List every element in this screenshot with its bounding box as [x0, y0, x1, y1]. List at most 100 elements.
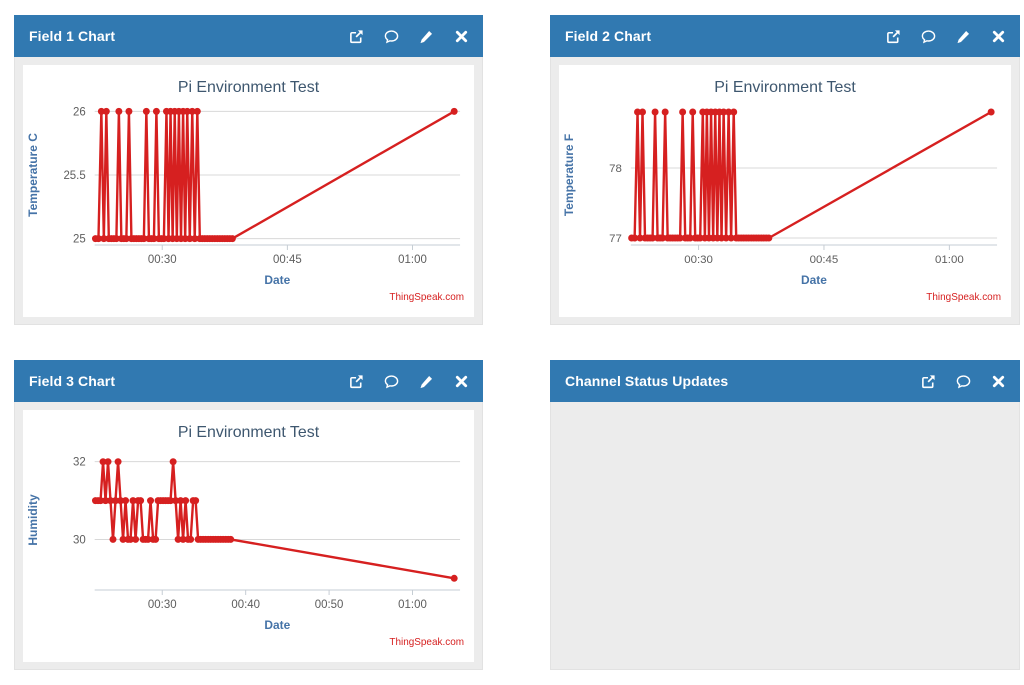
popout-icon[interactable]: [920, 373, 936, 389]
data-point: [727, 234, 735, 242]
chart-credits: ThingSpeak.com: [389, 637, 464, 648]
close-icon[interactable]: [990, 373, 1006, 389]
panel-channel-status-updates: Channel Status Updates: [550, 360, 1020, 670]
data-point: [686, 234, 694, 242]
data-point: [661, 108, 669, 116]
y-tick-label: 78: [609, 163, 622, 175]
chart-svg: 77 78 00:30 00:45 01:00 Pi Environment Test Te…: [562, 79, 1001, 303]
chart-title: Pi Environment Test: [178, 424, 320, 441]
panel-header: Field 2 Chart: [550, 15, 1020, 57]
y-tick-label: 25: [73, 234, 86, 246]
data-point: [188, 107, 196, 115]
data-point: [676, 234, 684, 242]
data-point: [228, 235, 236, 243]
panel-field2-chart: Field 2 Chart 77 78 00:30 00:45 01:00 Pi Envi…: [550, 15, 1020, 325]
panel-field1-chart: Field 1 Chart 25 25.5 26 00:30 00:45 01:00 Pi …: [14, 15, 483, 325]
edit-icon[interactable]: [955, 28, 971, 44]
edit-icon[interactable]: [418, 28, 434, 44]
comment-icon[interactable]: [383, 28, 399, 44]
data-point: [102, 107, 110, 115]
x-tick-label: 01:00: [398, 599, 427, 611]
panel-header-icons: [348, 373, 469, 389]
data-point: [150, 235, 158, 243]
data-point: [167, 497, 175, 505]
data-point: [119, 535, 127, 543]
data-point: [450, 107, 458, 115]
data-point: [720, 108, 728, 116]
chart-title: Pi Environment Test: [714, 79, 856, 96]
data-point: [127, 535, 135, 543]
data-point: [112, 497, 119, 505]
panel-title: Field 2 Chart: [565, 28, 652, 44]
data-point: [639, 108, 647, 116]
close-icon[interactable]: [453, 28, 469, 44]
y-tick-label: 77: [609, 233, 622, 245]
x-axis-title: Date: [264, 273, 290, 287]
comment-icon[interactable]: [955, 373, 971, 389]
data-point: [450, 574, 458, 582]
data-point: [179, 535, 187, 543]
x-tick-label: 00:50: [315, 599, 344, 611]
data-point: [193, 107, 201, 115]
panel-header: Field 3 Chart: [14, 360, 483, 402]
chart-title: Pi Environment Test: [178, 79, 320, 96]
popout-icon[interactable]: [348, 373, 364, 389]
y-axis-title: Temperature F: [562, 134, 576, 216]
panel-body: 77 78 00:30 00:45 01:00 Pi Environment Test Te…: [550, 57, 1020, 325]
y-tick-label: 30: [73, 534, 86, 546]
panel-header-icons: [920, 373, 1006, 389]
data-point: [94, 235, 102, 243]
edit-icon[interactable]: [418, 373, 434, 389]
data-point: [765, 234, 773, 242]
x-tick-label: 00:45: [810, 254, 839, 266]
data-point: [122, 497, 130, 505]
comment-icon[interactable]: [920, 28, 936, 44]
data-point: [649, 234, 657, 242]
x-tick-label: 01:00: [935, 254, 964, 266]
data-point: [689, 108, 697, 116]
data-point: [117, 497, 125, 505]
data-point: [169, 458, 177, 466]
close-icon[interactable]: [990, 28, 1006, 44]
panel-field3-chart: Field 3 Chart 30 32 00:30 00:40 00:50 01:00 Pi…: [14, 360, 483, 670]
y-axis-title: Temperature C: [26, 133, 40, 217]
chart-credits: ThingSpeak.com: [926, 292, 1001, 303]
data-point: [97, 107, 105, 115]
series-line: [631, 110, 992, 240]
close-icon[interactable]: [453, 373, 469, 389]
series-line: [95, 460, 455, 580]
data-point: [99, 458, 107, 466]
x-axis-title: Date: [264, 618, 290, 632]
data-point: [634, 108, 642, 116]
panel-header-icons: [348, 28, 469, 44]
data-point: [227, 535, 235, 543]
data-point: [183, 107, 191, 115]
data-point: [114, 458, 122, 466]
data-point: [636, 234, 644, 242]
popout-icon[interactable]: [885, 28, 901, 44]
data-point: [112, 235, 120, 243]
y-tick-label: 26: [73, 106, 86, 118]
data-point: [679, 108, 687, 116]
data-point: [191, 235, 199, 243]
y-axis-title: Humidity: [26, 494, 40, 546]
data-point: [122, 235, 130, 243]
x-tick-label: 00:30: [148, 599, 177, 611]
chart-field3: 30 32 00:30 00:40 00:50 01:00 Pi Environment T…: [23, 410, 474, 662]
y-tick-label: 32: [73, 457, 86, 469]
data-point: [97, 497, 105, 505]
data-point: [987, 108, 995, 116]
comment-icon[interactable]: [383, 373, 399, 389]
data-point: [125, 107, 133, 115]
x-axis-title: Date: [801, 273, 827, 287]
data-point: [186, 235, 194, 243]
data-point: [102, 497, 110, 505]
popout-icon[interactable]: [348, 28, 364, 44]
data-point: [182, 497, 190, 505]
data-point: [107, 497, 114, 505]
x-tick-label: 00:30: [684, 254, 713, 266]
data-point: [631, 234, 639, 242]
data-point: [187, 535, 195, 543]
panel-header-icons: [885, 28, 1006, 44]
